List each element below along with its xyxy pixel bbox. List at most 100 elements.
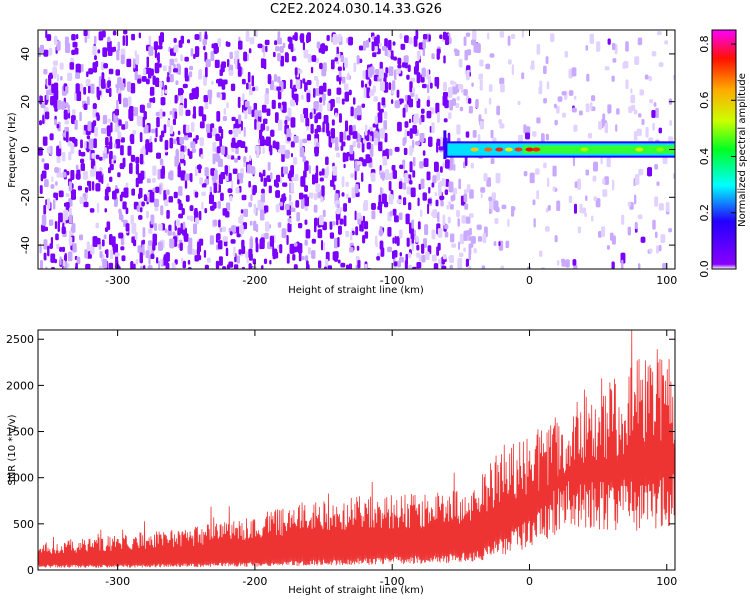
noise-speckle <box>113 113 118 123</box>
noise-speckle <box>75 63 81 74</box>
noise-speckle <box>351 230 355 236</box>
noise-speckle <box>554 103 557 109</box>
noise-speckle <box>104 195 109 201</box>
noise-speckle <box>622 62 626 69</box>
noise-speckle <box>322 209 326 218</box>
noise-speckle <box>246 258 250 264</box>
noise-speckle <box>201 183 207 188</box>
noise-speckle <box>392 237 395 244</box>
noise-speckle <box>304 239 308 246</box>
noise-speckle <box>393 261 398 267</box>
noise-speckle <box>415 30 419 40</box>
x-tick-label: -200 <box>242 274 267 287</box>
noise-speckle <box>341 141 346 147</box>
noise-speckle <box>168 65 172 74</box>
noise-speckle <box>268 75 272 81</box>
noise-speckle <box>86 71 89 78</box>
noise-speckle <box>287 218 291 223</box>
noise-speckle <box>658 127 662 134</box>
noise-speckle <box>149 98 153 103</box>
noise-speckle <box>97 49 101 54</box>
noise-speckle <box>464 155 468 166</box>
noise-speckle <box>299 34 302 41</box>
noise-speckle <box>141 76 147 82</box>
noise-speckle <box>389 210 393 217</box>
noise-speckle <box>442 162 445 168</box>
noise-speckle <box>543 65 547 74</box>
noise-speckle <box>309 112 313 119</box>
noise-speckle <box>468 106 473 114</box>
noise-speckle <box>372 123 377 128</box>
noise-speckle <box>279 244 283 254</box>
noise-speckle <box>418 183 422 190</box>
noise-speckle <box>423 158 429 167</box>
noise-speckle <box>652 219 656 230</box>
noise-speckle <box>475 99 479 109</box>
noise-speckle <box>103 153 109 159</box>
noise-speckle <box>470 236 476 244</box>
noise-speckle <box>146 211 149 219</box>
noise-speckle <box>201 201 204 210</box>
noise-speckle <box>456 210 460 218</box>
noise-speckle <box>133 263 136 269</box>
noise-speckle <box>410 77 415 83</box>
noise-speckle <box>266 108 271 116</box>
noise-speckle <box>177 130 181 135</box>
x-tick-label: -100 <box>380 274 405 287</box>
noise-speckle <box>484 108 487 114</box>
noise-speckle <box>447 216 451 224</box>
noise-speckle <box>572 259 577 266</box>
noise-speckle <box>238 126 242 134</box>
noise-speckle <box>287 222 292 233</box>
noise-speckle <box>165 252 170 262</box>
noise-speckle <box>180 145 185 154</box>
noise-speckle <box>571 67 577 77</box>
noise-speckle <box>472 30 477 41</box>
noise-speckle <box>139 252 143 264</box>
noise-speckle <box>427 203 430 214</box>
noise-speckle <box>477 236 483 242</box>
noise-speckle <box>126 58 132 68</box>
noise-speckle <box>173 38 177 43</box>
noise-speckle <box>175 80 179 85</box>
noise-speckle <box>627 201 631 207</box>
noise-speckle <box>120 246 125 251</box>
noise-speckle <box>229 51 233 60</box>
noise-speckle <box>311 250 316 259</box>
noise-speckle <box>581 207 587 214</box>
noise-speckle <box>468 213 474 218</box>
noise-speckle <box>630 94 636 104</box>
noise-speckle <box>572 156 575 167</box>
noise-speckle <box>400 43 406 50</box>
noise-speckle <box>154 62 160 74</box>
noise-speckle <box>315 87 321 96</box>
noise-speckle <box>467 265 472 269</box>
noise-speckle <box>187 39 190 44</box>
noise-speckle <box>195 86 199 98</box>
noise-speckle <box>134 231 138 240</box>
noise-speckle <box>435 199 439 207</box>
noise-speckle <box>604 66 610 71</box>
noise-speckle <box>449 264 453 269</box>
noise-speckle <box>382 155 388 166</box>
noise-speckle <box>328 136 331 147</box>
noise-speckle <box>445 179 450 187</box>
noise-speckle <box>658 62 664 67</box>
noise-speckle <box>215 155 221 162</box>
y-tick-label: 2500 <box>6 333 34 346</box>
noise-speckle <box>278 119 283 131</box>
noise-speckle <box>392 41 396 46</box>
noise-speckle <box>347 72 350 80</box>
noise-speckle <box>496 105 500 116</box>
noise-speckle <box>60 76 63 81</box>
noise-speckle <box>234 58 238 69</box>
noise-speckle <box>585 103 590 113</box>
noise-speckle <box>536 44 541 55</box>
noise-speckle <box>68 207 72 217</box>
noise-speckle <box>369 91 372 97</box>
noise-speckle <box>638 168 644 176</box>
noise-speckle <box>71 268 75 269</box>
noise-speckle <box>95 154 100 160</box>
signal-hotspot <box>495 147 504 152</box>
noise-speckle <box>123 30 128 35</box>
